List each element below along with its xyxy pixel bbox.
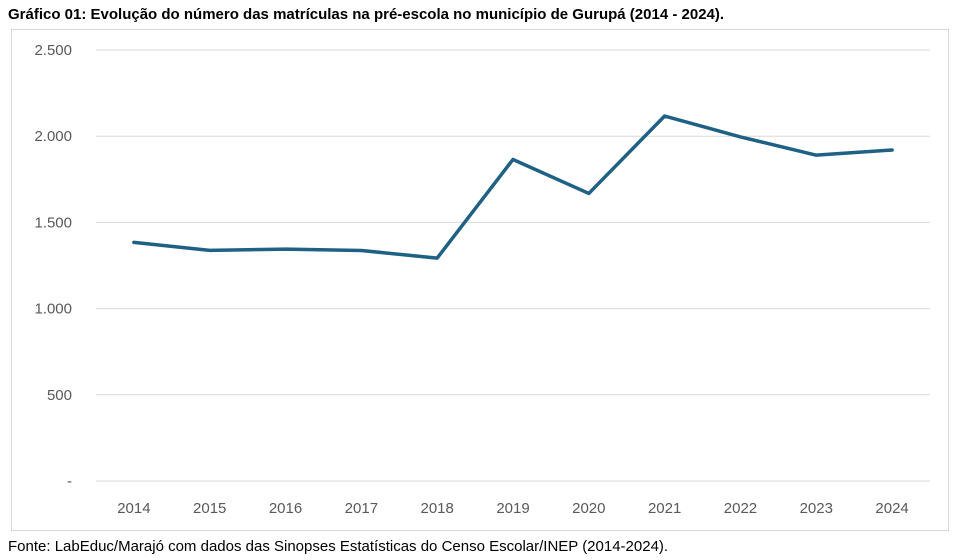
y-tick-label: 1.000 [34,301,72,318]
x-tick-label: 2022 [724,500,757,517]
x-tick-label: 2017 [345,500,378,517]
x-tick-label: 2016 [269,500,302,517]
y-tick-label: 2.500 [34,42,72,59]
chart-frame [11,29,949,531]
x-tick-label: 2014 [117,500,150,517]
y-tick-label: 2.000 [34,128,72,145]
x-tick-label: 2024 [875,500,908,517]
x-tick-label: 2020 [572,500,605,517]
x-tick-label: 2021 [648,500,681,517]
chart-title: Gráfico 01: Evolução do número das matrí… [8,6,725,23]
y-tick-label: 1.500 [34,214,72,231]
series-line [132,114,894,260]
y-tick-label: 500 [47,387,72,404]
x-tick-label: 2019 [496,500,529,517]
y-tick-label: - [67,473,72,490]
x-tick-label: 2018 [420,500,453,517]
chart-source: Fonte: LabEduc/Marajó com dados das Sino… [8,538,669,555]
x-tick-label: 2023 [800,500,833,517]
x-tick-label: 2015 [193,500,226,517]
